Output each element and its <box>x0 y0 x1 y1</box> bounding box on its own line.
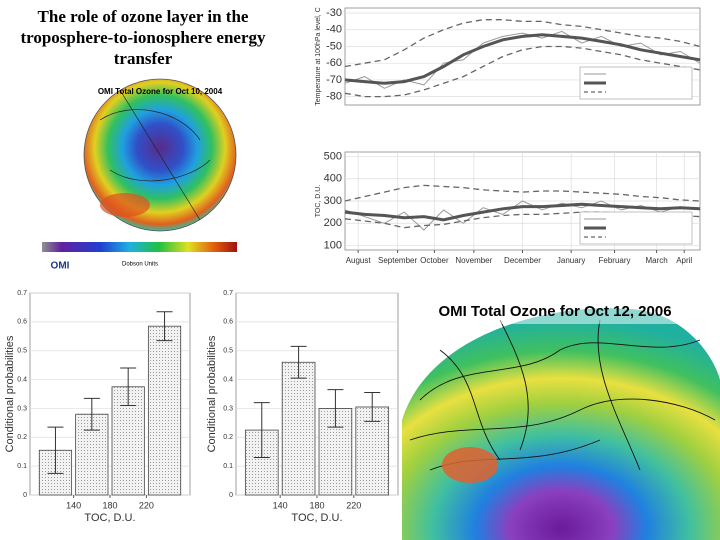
series-line <box>344 202 701 222</box>
y-tick-label: -70 <box>326 74 342 86</box>
chart: 0 0.1 0.2 0.3 0.4 0.5 0.6 0.7 140 180 220 Condition… <box>4 290 191 524</box>
y-tick-label: 0.5 <box>223 348 233 355</box>
x-axis-label: TOC, D.U. <box>291 512 342 524</box>
y-axis-label: Conditional probabilities <box>206 335 218 452</box>
series-line <box>344 33 701 85</box>
x-tick-label: 140 <box>273 500 288 510</box>
y-tick-label: -30 <box>326 7 342 19</box>
x-tick-label: 180 <box>102 500 117 510</box>
error-bar <box>253 402 270 458</box>
x-tick-label: September <box>378 256 417 265</box>
map-title: OMI Total Ozone for Oct 12, 2006 <box>438 303 671 320</box>
y-tick-label: 200 <box>324 217 342 229</box>
x-tick-label: April <box>676 256 692 265</box>
chart: 100 200 300 400 500 August September October Nov… <box>315 150 701 265</box>
error-bar <box>364 392 381 422</box>
y-tick-label: -50 <box>326 40 342 52</box>
x-tick-label: 220 <box>139 500 154 510</box>
x-tick-label: October <box>420 256 449 265</box>
slide-title: The role of ozone layer in the troposphe… <box>20 7 266 68</box>
series-line <box>344 200 701 231</box>
x-tick-label: August <box>346 256 372 265</box>
y-tick-label: 0.2 <box>17 434 27 441</box>
y-tick-label: 0 <box>229 492 233 499</box>
y-tick-label: 0.3 <box>223 405 233 412</box>
y-tick-label: 0.6 <box>17 319 27 326</box>
y-tick-label: 0.7 <box>17 290 27 297</box>
x-tick-label: January <box>557 256 585 265</box>
y-tick-label: 0.7 <box>223 290 233 297</box>
error-bar <box>327 389 344 428</box>
chart: 0 0.1 0.2 0.3 0.4 0.5 0.6 0.7 140 180 220 Condition… <box>206 290 399 524</box>
error-bar <box>290 345 307 379</box>
map-logo: OMI <box>51 261 70 272</box>
y-axis-label: Conditional probabilities <box>4 335 16 452</box>
y-tick-label: 0.3 <box>17 405 27 412</box>
y-axis-label: Temperature at 100hPa level, C <box>315 7 322 105</box>
x-tick-label: November <box>455 256 492 265</box>
x-tick-label: 220 <box>346 500 361 510</box>
y-tick-label: 0.2 <box>223 434 233 441</box>
series-line <box>344 19 701 68</box>
error-bar <box>156 311 173 342</box>
series-line <box>344 184 701 202</box>
y-tick-label: 0.5 <box>17 348 27 355</box>
y-tick-label: 400 <box>324 173 342 185</box>
x-axis-label: TOC, D.U. <box>84 512 135 524</box>
bar <box>281 361 316 496</box>
x-tick-label: March <box>645 256 667 265</box>
y-tick-label: -60 <box>326 57 342 69</box>
bar <box>147 325 182 496</box>
y-tick-label: 100 <box>324 239 342 251</box>
map-caption: Dobson Units <box>122 262 158 268</box>
y-tick-label: -80 <box>326 91 342 103</box>
x-tick-label: 140 <box>66 500 81 510</box>
series-line <box>344 30 701 89</box>
map-title: OMI Total Ozone for Oct 10, 2004 <box>98 87 223 96</box>
y-tick-label: -40 <box>326 24 342 36</box>
bar <box>355 406 390 496</box>
y-tick-label: 0.6 <box>223 319 233 326</box>
chart: -30 -40 -50 -60 -70 -80 Temperature at 100hPa … <box>315 7 701 106</box>
x-tick-label: December <box>504 256 541 265</box>
x-tick-label: February <box>599 256 631 265</box>
y-tick-label: 300 <box>324 195 342 207</box>
y-tick-label: 0.1 <box>17 463 27 470</box>
error-bar <box>47 426 64 474</box>
x-tick-label: 180 <box>309 500 324 510</box>
ozone-map-2004 <box>20 78 240 275</box>
y-tick-label: 0.4 <box>17 376 27 383</box>
y-tick-label: 500 <box>324 150 342 162</box>
y-tick-label: 0.1 <box>223 463 233 470</box>
y-axis-label: TOC, D.U. <box>315 185 322 218</box>
y-tick-label: 0 <box>23 492 27 499</box>
y-tick-label: 0.4 <box>223 376 233 383</box>
error-bar <box>83 397 100 431</box>
error-bar <box>120 367 137 407</box>
ozone-map-2006 <box>402 284 720 540</box>
